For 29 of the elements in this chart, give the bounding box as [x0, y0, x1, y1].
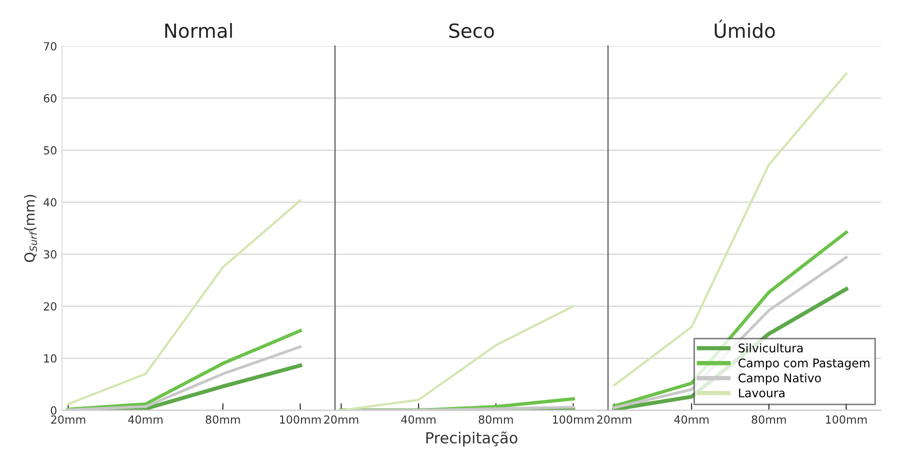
x-tick-label: 100mm: [826, 415, 867, 424]
legend-label: Lavoura: [739, 388, 784, 398]
x-tick-label: 80mm: [478, 415, 513, 424]
x-tick-label: 20mm: [324, 415, 358, 424]
chart-title: Normal: [165, 22, 232, 38]
chart-title: Úmido: [714, 20, 775, 38]
x-tick-label: 100mm: [553, 415, 594, 424]
x-tick-label: 40mm: [128, 415, 163, 424]
x-axis-title: Precipitação: [426, 431, 518, 447]
y-tick-label: 0: [50, 406, 56, 415]
legend-label: Campo Nativo: [738, 373, 821, 385]
y-tick-label: 60: [44, 94, 56, 103]
y-tick-label: 10: [44, 354, 56, 363]
chart-title: Seco: [449, 23, 494, 38]
x-tick-label: 40mm: [401, 415, 436, 424]
legend-label: Silvicultura: [738, 343, 803, 352]
x-tick-label: 80mm: [206, 415, 240, 424]
x-tick-label: 40mm: [674, 415, 708, 424]
y-tick-label: 20: [44, 302, 56, 311]
y-tick-label: 50: [44, 146, 56, 155]
y-axis-title: Q$_{Surf}$(mm): [24, 194, 37, 262]
y-tick-label: 40: [44, 198, 56, 207]
x-tick-label: 100mm: [280, 415, 321, 424]
x-tick-label: 20mm: [597, 415, 632, 424]
y-tick-label: 70: [44, 42, 56, 50]
x-tick-label: 20mm: [51, 415, 86, 424]
x-tick-label: 80mm: [752, 415, 786, 424]
y-tick-label: 30: [44, 250, 56, 259]
legend-label: Campo com Pastagem: [738, 358, 870, 370]
